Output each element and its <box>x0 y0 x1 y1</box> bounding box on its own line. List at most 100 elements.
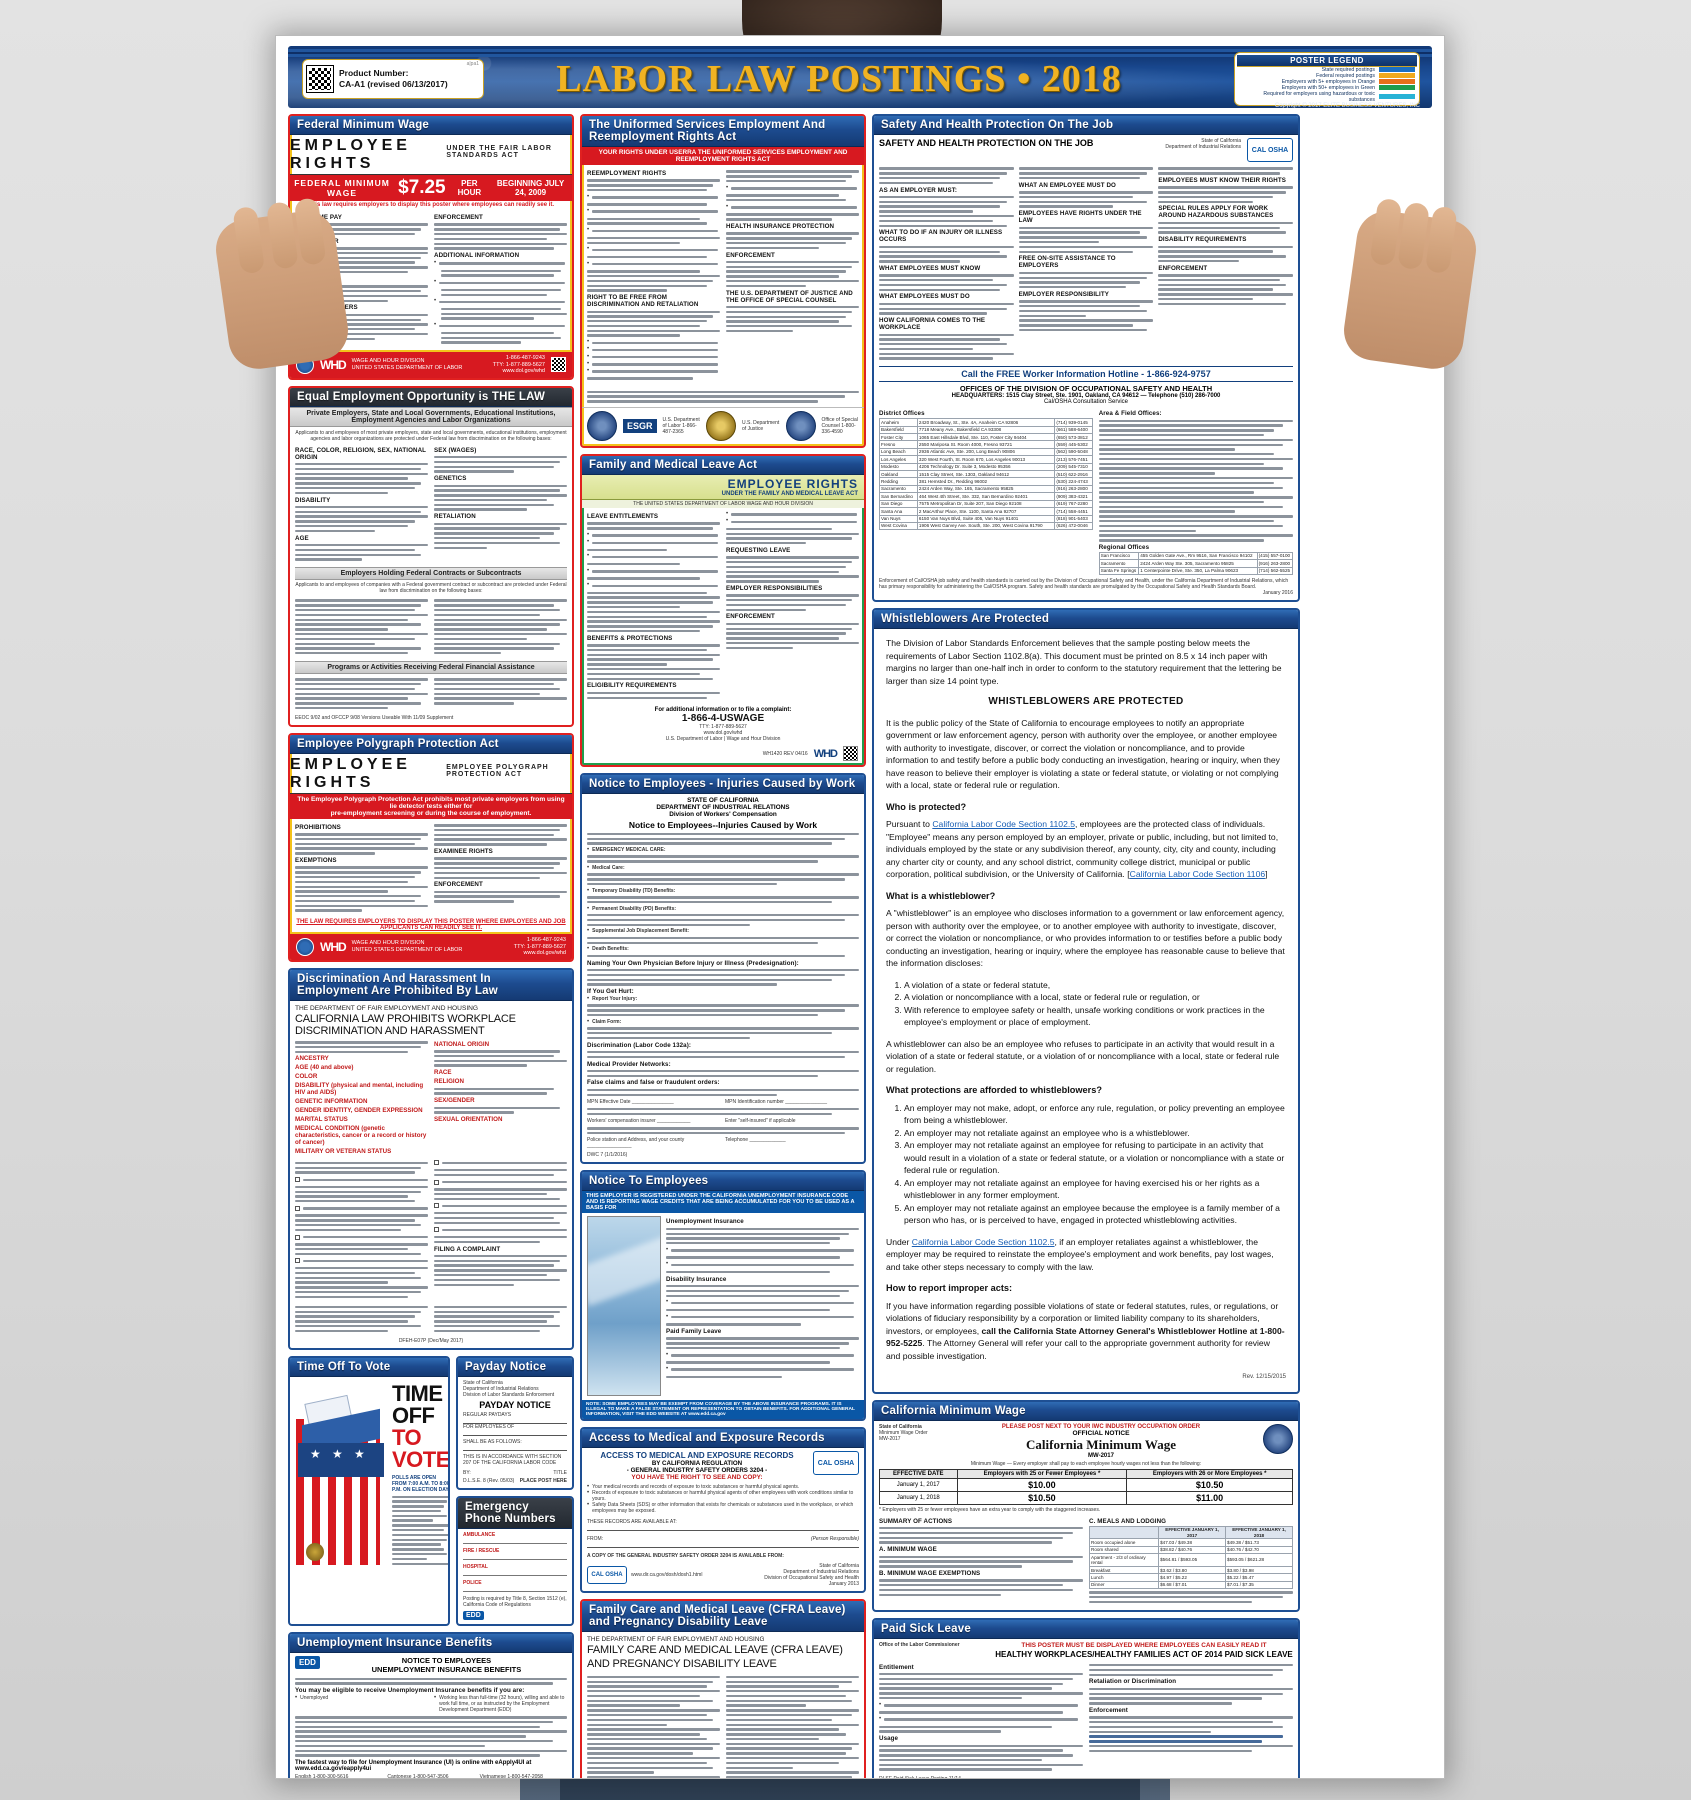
subhead: Report Your Injury: <box>592 996 638 1003</box>
state-line: State of California <box>463 1379 503 1386</box>
protection-item: An employer may not make, adopt, or enfo… <box>904 1102 1286 1127</box>
eeo-subtitle-a: Private Employers, State and Local Gover… <box>290 406 572 427</box>
labor-code-link[interactable]: California Labor Code Section 1102.5 <box>911 1236 1055 1247</box>
office-address: 1906 West Garvey Ave. South, Ste. 200, W… <box>916 521 1056 531</box>
eeo-subtitle-d: Applicants to and employees of companies… <box>295 582 567 595</box>
protected-class: AGE (40 and above) <box>295 1064 354 1072</box>
column-left: Federal Minimum Wage EMPLOYEE RIGHTS UND… <box>288 114 574 1778</box>
legend-label: Required for employers using hazardous o… <box>1263 90 1375 103</box>
table-header-row: EFFECTIVE DATE Employers with 25 or Fewe… <box>879 1468 1293 1479</box>
doj-seal-icon <box>706 410 737 441</box>
state-line: STATE OF CALIFORNIA <box>687 797 759 805</box>
table-row: Modesto 4206 Technology Dr. Suite 3, Mode… <box>879 462 1093 472</box>
subhead: C. MEALS AND LODGING <box>1089 1517 1167 1525</box>
dol-seal-icon <box>296 937 314 956</box>
agency-phone: 1-866-487-9243 <box>526 937 566 944</box>
subhead: ENFORCEMENT <box>434 881 483 889</box>
what-whistleblower-heading: What is a whistleblower? <box>886 890 996 901</box>
subhead: EMERGENCY MEDICAL CARE: <box>592 847 666 854</box>
who-text-b: , employees are the protected class of i… <box>886 819 1279 880</box>
labor-code-link[interactable]: California Labor Code Section 1106 <box>1129 869 1266 880</box>
legend-swatch <box>1379 79 1415 84</box>
access-title-4: YOU HAVE THE RIGHT TO SEE AND COPY: <box>631 1474 763 1482</box>
legend-label: Employers with 5+ employees in Orange <box>1281 78 1375 85</box>
field-regular-paydays: REGULAR PAYDAYS <box>463 1412 567 1424</box>
who-text-a: Pursuant to <box>886 819 933 830</box>
legend-row: State required postings <box>1237 67 1417 73</box>
eppa-display-notice: THE LAW REQUIRES EMPLOYERS TO DISPLAY TH… <box>296 919 566 932</box>
dfeh-footer-note: DFEH-E07P (Dec/May 2017) <box>398 1337 464 1344</box>
legend-swatch <box>1379 67 1415 72</box>
dept-line: THE DEPARTMENT OF FAIR EMPLOYMENT AND HO… <box>587 1636 765 1644</box>
minimum-wage-table: EFFECTIVE DATE Employers with 25 or Fewe… <box>879 1468 1293 1505</box>
qr-code-icon <box>843 746 858 762</box>
subhead: Unemployment Insurance <box>666 1218 744 1226</box>
subhead: GENETICS <box>434 475 467 483</box>
eppa-red-line-1: The Employee Polygraph Protection Act pr… <box>297 795 565 810</box>
cal-osha-badge: CAL OSHA <box>813 1451 859 1476</box>
office-address: 1515 Clay Street, Ste. 1303, Oakland 946… <box>916 470 1056 479</box>
panel-emergency-phone-numbers: Emergency Phone Numbers AMBULANCE FIRE /… <box>456 1495 574 1626</box>
california-state-seal-icon <box>1263 1423 1293 1454</box>
agency-web: www.dol.gov/whd <box>523 950 567 957</box>
employee-rights-subtitle: EMPLOYEE POLYGRAPH PROTECTION ACT <box>446 763 549 778</box>
fmla-info-line: For additional information or to file a … <box>654 707 792 714</box>
worker-hotline: Call the FREE Worker Information Hotline… <box>879 366 1293 383</box>
fmla-form-number: WH1420 REV 04/16 <box>762 750 808 757</box>
office-address: 2550 Mariposa St. Room 4000, Fresno 9372… <box>916 440 1056 449</box>
whistleblower-list-item: A violation or noncompliance with a loca… <box>904 991 1286 1004</box>
subhead: Permanent Disability (PD) Benefits: <box>592 905 677 912</box>
legend-swatch <box>1379 85 1415 90</box>
protected-class: COLOR <box>295 1073 318 1081</box>
panel-header: Whistleblowers Are Protected <box>874 610 1298 630</box>
field-accordance-note: THIS IS IN ACCORDANCE WITH SECTION 207 O… <box>463 1453 562 1466</box>
agency-name: WAGE AND HOUR DIVISION <box>351 358 425 365</box>
panel-header: California Minimum Wage <box>874 1401 1298 1421</box>
office-phone: (661) 588-6400 <box>1054 425 1093 435</box>
qr-code-icon <box>551 357 566 373</box>
dept-line: Department of Industrial Relations <box>783 1569 859 1576</box>
protection-item: An employer may not retaliate against an… <box>904 1139 1286 1177</box>
who-text-c: ] <box>1265 869 1268 880</box>
office-phone: (714) 558-4451 <box>1054 507 1093 516</box>
eeo-footer-note: EEOC 9/02 and OFCCP 9/08 Versions Useabl… <box>295 714 454 721</box>
table-row: Sacramento 2424 Arden Way Ste. 305, Sacra… <box>1098 559 1294 568</box>
fmla-dept: THE UNITED STATES DEPARTMENT OF LABOR WA… <box>582 499 864 508</box>
dept-line: Department of Industrial Relations <box>463 1385 539 1392</box>
agency-web: www.dol.gov/whd <box>502 368 546 375</box>
emergency-row-label: HOSPITAL <box>463 1563 488 1570</box>
polls-hours: POLLS ARE OPEN FROM 7:00 A.M. TO 8:00 P.… <box>392 1474 448 1493</box>
post-requirement-note: THIS POSTER MUST BE DISPLAYED WHERE EMPL… <box>1021 1641 1267 1649</box>
field-title: TITLE <box>553 1469 567 1476</box>
protected-class: GENDER IDENTITY, GENDER EXPRESSION <box>295 1107 423 1115</box>
panel-header: The Uniformed Services Employment And Re… <box>582 116 864 147</box>
eppa-red-line-2: pre-employment screening or during the c… <box>330 809 532 817</box>
panel-header: Federal Minimum Wage <box>290 116 572 135</box>
protected-class: ANCESTRY <box>295 1055 329 1063</box>
protected-class: GENETIC INFORMATION <box>295 1098 368 1106</box>
legend-row: Employers with 50+ employees in Green <box>1237 85 1417 91</box>
office-phone: (510) 622-2916 <box>1054 470 1093 479</box>
access-bullet: Your medical records and records of expo… <box>592 1484 800 1491</box>
panel-body: AMBULANCE FIRE / RESCUE HOSPITAL POLICE <box>458 1529 572 1624</box>
dept-line: THE DEPARTMENT OF FAIR EMPLOYMENT AND HO… <box>295 1004 479 1012</box>
report-text-a: If you have information regarding possib… <box>886 1300 1279 1336</box>
dol-seal-icon <box>587 410 617 441</box>
panel-california-minimum-wage: California Minimum Wage State of Califor… <box>872 1399 1300 1612</box>
userra-title: YOUR RIGHTS UNDER USERRA THE UNIFORMED S… <box>582 147 864 165</box>
subhead: Discrimination (Labor Code 132a): <box>587 1041 692 1049</box>
form-number: DWC 7 (1/1/2016) <box>587 1152 628 1159</box>
employee-rights-title: EMPLOYEE RIGHTS <box>290 137 411 172</box>
form-number: D.L.S.E. 8 (Rev. 05/03) <box>463 1477 515 1484</box>
office-address: 1065 East Hillsdale Blvd, Ste. 110, Fost… <box>916 433 1056 442</box>
panel-title: CALIFORNIA LAW PROHIBITS WORKPLACE DISCR… <box>295 1012 516 1037</box>
poster-legend: POSTER LEGEND State required postings Fe… <box>1234 51 1420 106</box>
panel-header: Notice to Employees - Injuries Caused by… <box>582 775 864 795</box>
ui-phone: Cantonese 1-800-547-3506 <box>387 1773 449 1778</box>
office-city: Oakland <box>879 470 918 479</box>
subhead: SEX (WAGES) <box>434 446 477 454</box>
labor-code-link[interactable]: California Labor Code Section 1102.5 <box>932 819 1076 830</box>
panel-unemployment-insurance: Unemployment Insurance Benefits EDD NOTI… <box>288 1631 574 1778</box>
meals-lodging-table: EFFECTIVE JANUARY 1, 2017 EFFECTIVE JANUA… <box>1088 1525 1293 1590</box>
wage-25-or-fewer: $10.50 <box>956 1490 1128 1505</box>
